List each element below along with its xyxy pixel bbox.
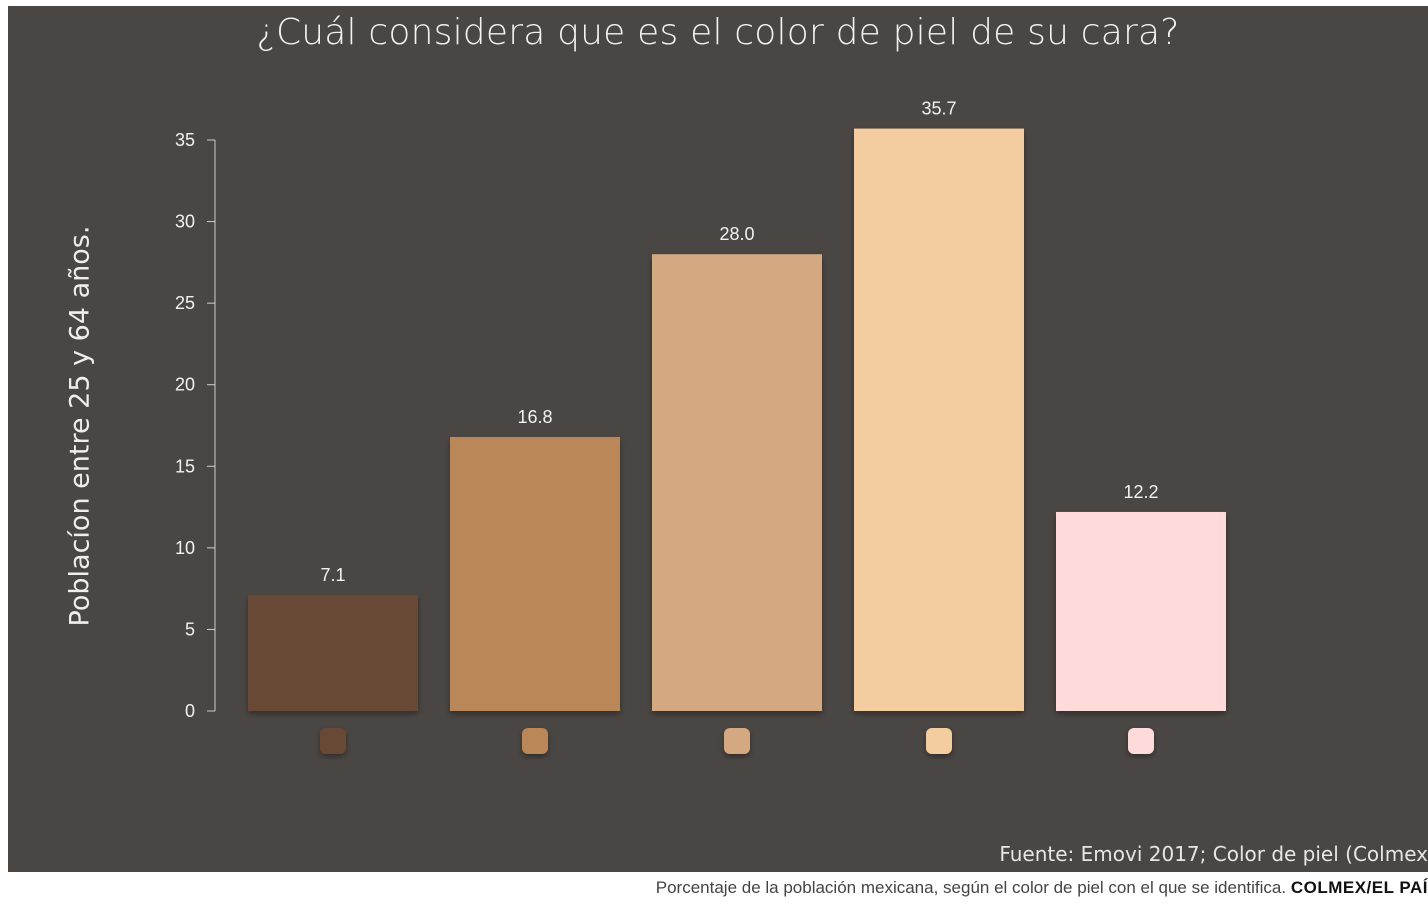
bar xyxy=(450,436,620,711)
caption-text: Porcentaje de la población mexicana, seg… xyxy=(655,878,1291,897)
bar-value-label: 16.8 xyxy=(517,407,552,427)
bar xyxy=(248,595,418,711)
y-tick-label: 5 xyxy=(185,619,195,639)
skin-color-swatch xyxy=(724,728,750,754)
source-note: Fuente: Emovi 2017; Color de piel (Colme… xyxy=(999,842,1428,866)
caption-credit: COLMEX/EL PAÍ xyxy=(1290,878,1428,897)
skin-color-swatch xyxy=(926,728,952,754)
y-tick-label: 15 xyxy=(175,456,195,476)
bar-value-label: 28.0 xyxy=(719,224,754,244)
y-tick-label: 35 xyxy=(175,130,195,150)
bar xyxy=(854,128,1024,711)
skin-color-swatch xyxy=(1128,728,1154,754)
caption: Porcentaje de la población mexicana, seg… xyxy=(656,878,1428,898)
bar-value-label: 35.7 xyxy=(921,99,956,119)
bar-value-label: 7.1 xyxy=(320,565,345,585)
bar xyxy=(1056,511,1226,711)
bar-value-label: 12.2 xyxy=(1123,482,1158,502)
y-tick-label: 20 xyxy=(175,375,195,395)
y-tick-label: 0 xyxy=(185,701,195,721)
y-tick-label: 25 xyxy=(175,293,195,313)
bar xyxy=(652,254,822,711)
y-tick-label: 30 xyxy=(175,212,195,232)
y-tick-label: 10 xyxy=(175,538,195,558)
chart-title: ¿Cuál considera que es el color de piel … xyxy=(256,12,1180,53)
skin-color-swatch xyxy=(320,728,346,754)
skin-color-swatch xyxy=(522,728,548,754)
